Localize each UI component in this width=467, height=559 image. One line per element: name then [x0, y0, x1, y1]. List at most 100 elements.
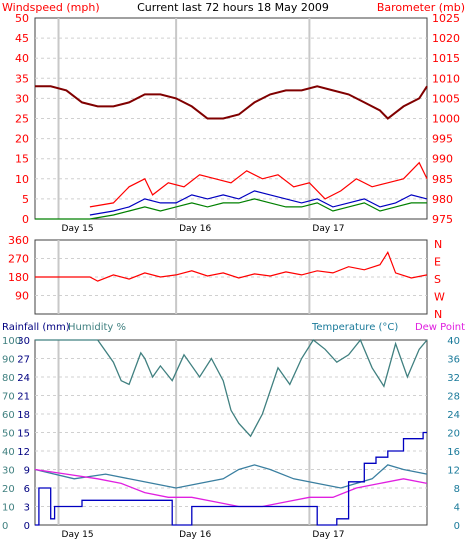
series-gust-line: [89, 161, 428, 208]
barometer-tick-label: 995: [432, 133, 453, 146]
barometer-tick-label: 1010: [432, 72, 460, 85]
temperature-tick-label: 0: [454, 521, 460, 532]
direction-degree-tick-label: 180: [8, 271, 29, 284]
rainfall-tick-label: 3: [24, 503, 30, 514]
direction-degree-tick-labels: 90 180 270 360: [8, 234, 29, 303]
rainfall-tick-label: 27: [17, 355, 30, 366]
windspeed-axis-title: Windspeed (mph): [2, 1, 100, 14]
rainfall-tick-label: 6: [24, 484, 30, 495]
series-humidity-line: [35, 338, 428, 438]
humidity-tick-label: 100: [2, 336, 21, 347]
panel-temp-humidity-grid: [35, 340, 427, 525]
rainfall-tick-label: 15: [17, 429, 30, 440]
temperature-axis-title: Temperature (°C): [311, 322, 398, 333]
barometer-axis-title: Barometer (mb): [377, 1, 465, 14]
day-label: Day 16: [179, 530, 211, 540]
panel-wind-barometer-frame: [34, 17, 428, 220]
barometer-tick-label: 985: [432, 173, 453, 186]
barometer-tick-label: 1025: [432, 12, 460, 25]
temperature-tick-label: 20: [447, 429, 460, 440]
panel-direction-grid: [35, 240, 427, 314]
windspeed-tick-labels: 0 5 10 15 20 25 30 35 40 45 50: [15, 12, 29, 226]
windspeed-tick-label: 25: [15, 113, 29, 126]
humidity-tick-label: 70: [2, 392, 15, 403]
temperature-tick-label: 8: [454, 484, 460, 495]
humidity-tick-label: 90: [2, 355, 15, 366]
series-barometer-line: [35, 85, 428, 120]
rainfall-tick-label: 0: [24, 521, 30, 532]
day-label: Day 16: [179, 224, 211, 234]
direction-compass-tick-label: E: [434, 256, 441, 269]
panel-wind-barometer-series: [35, 85, 428, 220]
panel-temp-humidity-series: [34, 338, 428, 526]
temperature-tick-labels: 0 4 8 12 16 20 24 28 32 36 40: [447, 336, 460, 532]
humidity-tick-label: 60: [2, 410, 15, 421]
panel-direction-series: [35, 250, 428, 282]
rainfall-tick-label: 18: [17, 410, 30, 421]
windspeed-tick-label: 15: [15, 153, 29, 166]
temperature-tick-label: 28: [447, 392, 460, 403]
barometer-tick-label: 990: [432, 153, 453, 166]
windspeed-tick-label: 35: [15, 72, 29, 85]
humidity-tick-label: 80: [2, 373, 15, 384]
windspeed-tick-label: 40: [15, 52, 29, 65]
humidity-tick-labels: 0 10 20 30 40 50 60 70 80 90 100: [2, 336, 21, 532]
series-wind-line: [89, 190, 428, 216]
day-label: Day 17: [312, 224, 344, 234]
barometer-tick-label: 980: [432, 193, 453, 206]
windspeed-tick-label: 5: [22, 193, 29, 206]
series-dew_point-line: [34, 468, 428, 508]
direction-degree-tick-label: 360: [8, 234, 29, 247]
rainfall-tick-label: 24: [17, 373, 30, 384]
windspeed-tick-label: 50: [15, 12, 29, 25]
direction-compass-tick-label: S: [434, 273, 441, 286]
temperature-tick-label: 4: [454, 503, 460, 514]
humidity-tick-label: 0: [2, 521, 8, 532]
panel-temp-humidity-frame: [34, 339, 428, 526]
barometer-tick-label: 975: [432, 213, 453, 226]
panel-temp-humidity-day-labels: Day 15 Day 16 Day 17: [62, 530, 345, 540]
humidity-tick-label: 40: [2, 447, 15, 458]
rainfall-tick-label: 21: [17, 392, 30, 403]
windspeed-tick-label: 0: [22, 213, 29, 226]
rainfall-tick-label: 12: [17, 447, 30, 458]
direction-degree-tick-label: 90: [15, 290, 29, 303]
direction-compass-tick-label: W: [434, 291, 445, 304]
temperature-tick-label: 40: [447, 336, 460, 347]
day-label: Day 15: [62, 530, 94, 540]
windspeed-tick-label: 30: [15, 92, 29, 105]
barometer-tick-labels: 975 980 985 990 995 1000 1005 1010 1015 1020 1025: [432, 12, 460, 226]
day-label: Day 17: [312, 530, 344, 540]
humidity-tick-label: 30: [2, 466, 15, 477]
direction-compass-tick-label: N: [434, 308, 442, 321]
panel-wind-barometer-grid: [35, 18, 427, 219]
windspeed-tick-label: 45: [15, 32, 29, 45]
temperature-tick-label: 16: [447, 447, 460, 458]
rainfall-axis-title: Rainfall (mm): [2, 322, 70, 333]
series-rainfall-line: [35, 431, 427, 526]
humidity-tick-label: 50: [2, 429, 15, 440]
barometer-tick-label: 1000: [432, 113, 460, 126]
series-direction-line: [35, 250, 428, 282]
humidity-tick-label: 20: [2, 484, 15, 495]
panel-direction-frame: [34, 239, 428, 315]
temperature-tick-label: 12: [447, 466, 460, 477]
series-temperature-line: [34, 464, 428, 489]
humidity-axis-title: Humidity %: [68, 322, 126, 333]
temperature-tick-label: 24: [447, 410, 460, 421]
rainfall-tick-label: 9: [24, 466, 30, 477]
windspeed-tick-label: 20: [15, 133, 29, 146]
chart-title: Current last 72 hours 18 May 2009: [137, 1, 329, 14]
series-wind_avg-line: [35, 198, 427, 220]
barometer-tick-label: 1020: [432, 32, 460, 45]
humidity-tick-label: 10: [2, 503, 15, 514]
temperature-tick-label: 36: [447, 355, 460, 366]
barometer-tick-label: 1015: [432, 52, 460, 65]
rainfall-tick-labels: 0 3 6 9 12 15 18 21 24 27 30: [17, 336, 30, 532]
rainfall-tick-label: 30: [17, 336, 30, 347]
dew-point-axis-title: Dew Point: [415, 322, 465, 333]
day-label: Day 15: [62, 224, 94, 234]
